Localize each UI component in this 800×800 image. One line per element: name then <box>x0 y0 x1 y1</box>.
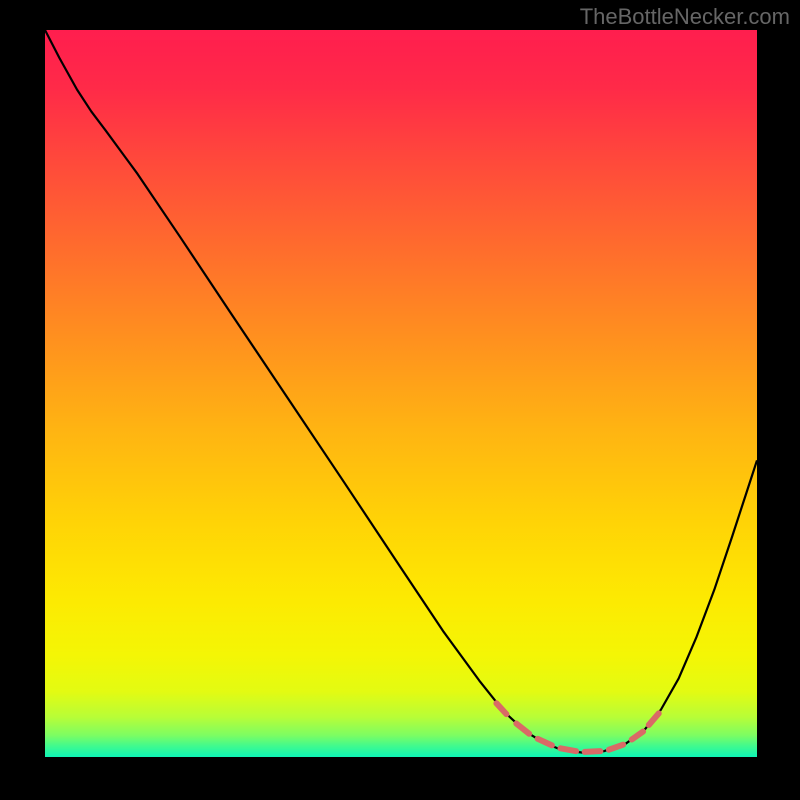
trough-marker <box>585 751 601 752</box>
gradient-background <box>45 30 757 757</box>
watermark-text: TheBottleNecker.com <box>580 4 790 30</box>
chart-container: TheBottleNecker.com <box>0 0 800 800</box>
plot-svg <box>45 30 757 757</box>
trough-marker <box>560 748 576 751</box>
